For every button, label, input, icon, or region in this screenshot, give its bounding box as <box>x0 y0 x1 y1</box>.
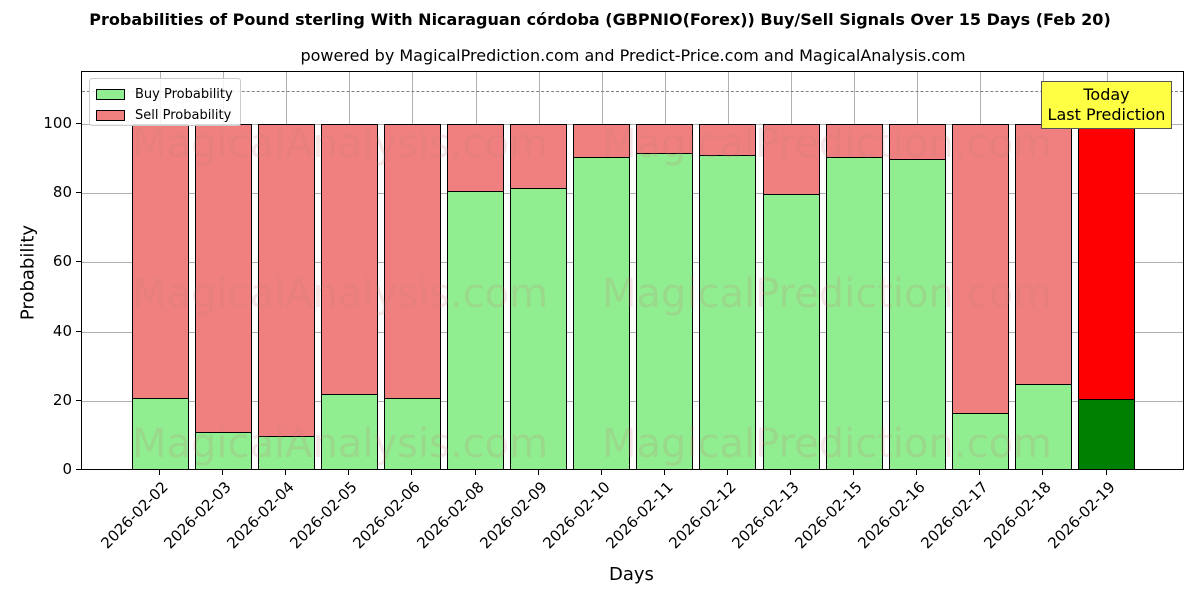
bar-sell <box>1014 124 1072 386</box>
x-tick-mark <box>600 470 602 475</box>
bar-sell <box>1078 124 1135 400</box>
x-tick-mark <box>159 470 160 475</box>
x-tick-mark <box>348 470 350 475</box>
annotation-line1: Today <box>1083 85 1130 104</box>
bar-sell <box>951 124 1009 415</box>
bar-buy <box>194 431 252 469</box>
gridline-h <box>82 400 1183 402</box>
annotation-line2: Last Prediction <box>1047 105 1166 124</box>
bar-buy <box>573 156 631 469</box>
bar-buy <box>825 156 883 469</box>
y-tick-label: 40 <box>52 321 72 340</box>
sell-swatch-icon <box>96 110 125 121</box>
bar-sell <box>825 124 883 158</box>
legend: Buy Probability Sell Probability <box>89 78 241 126</box>
x-tick-mark <box>916 470 918 475</box>
bar-sell <box>699 124 757 157</box>
bar-sell <box>194 124 252 433</box>
y-tick-mark <box>76 192 81 194</box>
bar-sell <box>257 124 315 438</box>
bar-buy <box>888 159 946 469</box>
bar-sell <box>131 124 189 400</box>
plot-area: MagicalAnalysis.comMagicalPrediction.com… <box>81 71 1184 470</box>
gridline-h <box>82 262 1183 264</box>
reference-line-110 <box>82 91 1183 92</box>
bar-buy <box>257 436 315 469</box>
y-tick-label: 60 <box>52 252 72 271</box>
legend-item-buy: Buy Probability <box>96 87 233 102</box>
y-tick-mark <box>76 330 81 332</box>
x-tick-mark <box>411 470 413 475</box>
x-tick-mark <box>979 470 981 475</box>
bar-buy <box>1078 398 1135 469</box>
x-tick-mark <box>285 470 287 475</box>
today-annotation: Today Last Prediction <box>1041 81 1172 129</box>
chart-subtitle: powered by MagicalPrediction.com and Pre… <box>300 46 966 65</box>
bar-sell <box>888 124 946 161</box>
bar-buy <box>383 398 441 469</box>
bar-sell <box>636 124 694 154</box>
y-tick-label: 80 <box>52 183 72 202</box>
bar-sell <box>510 124 568 189</box>
y-axis-label: Probability <box>17 224 39 321</box>
y-tick-label: 100 <box>43 114 72 132</box>
bar-buy <box>951 413 1009 469</box>
gridline-h <box>82 331 1183 333</box>
gridline-h <box>82 124 1183 125</box>
x-tick-mark <box>726 470 728 475</box>
chart-title: Probabilities of Pound sterling With Nic… <box>89 10 1111 29</box>
bar-sell <box>320 124 378 395</box>
x-tick-mark <box>474 470 476 475</box>
bar-buy <box>1014 384 1072 469</box>
y-tick-mark <box>76 261 81 263</box>
x-tick-mark <box>1105 470 1107 475</box>
bar-sell <box>573 124 631 158</box>
bar-buy <box>699 155 757 469</box>
y-tick-mark <box>76 399 81 401</box>
x-tick-mark <box>663 470 665 475</box>
y-tick-label: 0 <box>62 460 72 478</box>
bar-buy <box>320 393 378 469</box>
bar-buy <box>510 188 568 469</box>
bar-buy <box>762 193 820 469</box>
bar-sell <box>383 124 441 400</box>
y-tick-label: 20 <box>52 390 72 409</box>
x-tick-mark <box>853 470 855 475</box>
gridline-h <box>82 193 1183 195</box>
buy-swatch-icon <box>96 89 125 100</box>
bar-sell <box>447 124 504 193</box>
legend-item-sell: Sell Probability <box>96 108 231 123</box>
x-axis-label: Days <box>609 564 654 585</box>
legend-label-sell: Sell Probability <box>135 108 232 123</box>
y-tick-mark <box>76 469 81 470</box>
x-tick-mark <box>1042 470 1044 475</box>
legend-label-buy: Buy Probability <box>135 87 233 102</box>
bar-buy <box>447 191 504 469</box>
x-tick-mark <box>790 470 791 475</box>
bar-sell <box>762 124 820 195</box>
x-tick-mark <box>537 470 539 475</box>
y-tick-mark <box>76 123 81 124</box>
bar-buy <box>131 398 189 469</box>
bar-buy <box>636 152 694 469</box>
x-tick-mark <box>222 470 224 475</box>
